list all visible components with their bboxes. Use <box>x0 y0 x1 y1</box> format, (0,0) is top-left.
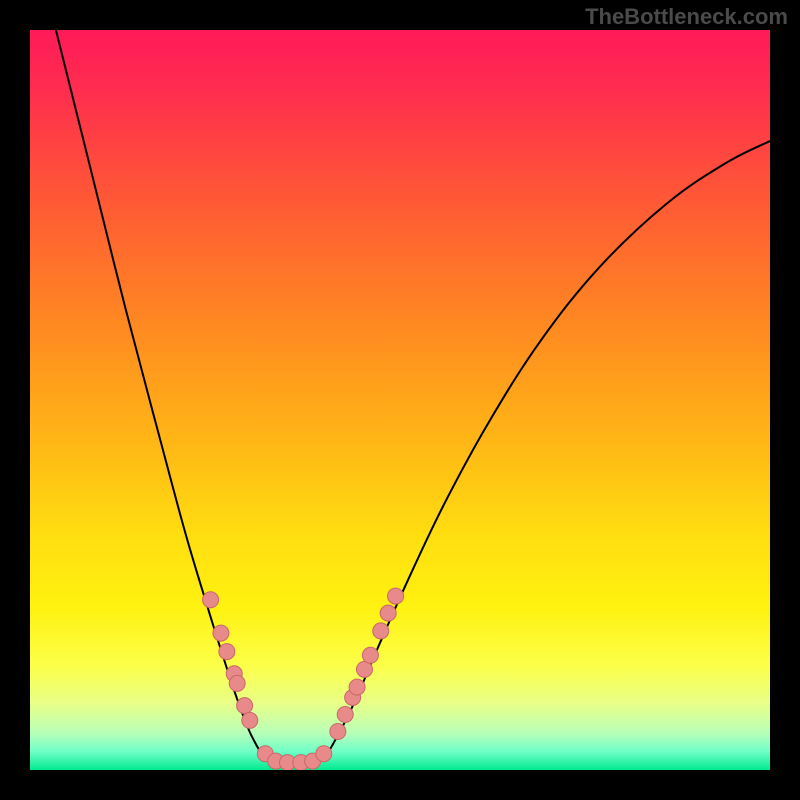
data-marker <box>380 605 396 621</box>
plot-area <box>30 30 770 770</box>
curve-layer <box>30 30 770 770</box>
v-curve <box>56 30 770 766</box>
data-marker <box>337 707 353 723</box>
data-marker <box>349 679 365 695</box>
data-marker <box>203 592 219 608</box>
data-marker <box>229 675 245 691</box>
data-marker <box>213 625 229 641</box>
data-marker <box>219 644 235 660</box>
data-marker <box>373 623 389 639</box>
watermark-label: TheBottleneck.com <box>585 4 788 30</box>
chart-container: TheBottleneck.com <box>0 0 800 800</box>
data-marker <box>388 588 404 604</box>
data-marker <box>237 698 253 714</box>
data-marker <box>242 712 258 728</box>
data-marker <box>330 724 346 740</box>
data-marker <box>316 746 332 762</box>
data-marker <box>362 647 378 663</box>
